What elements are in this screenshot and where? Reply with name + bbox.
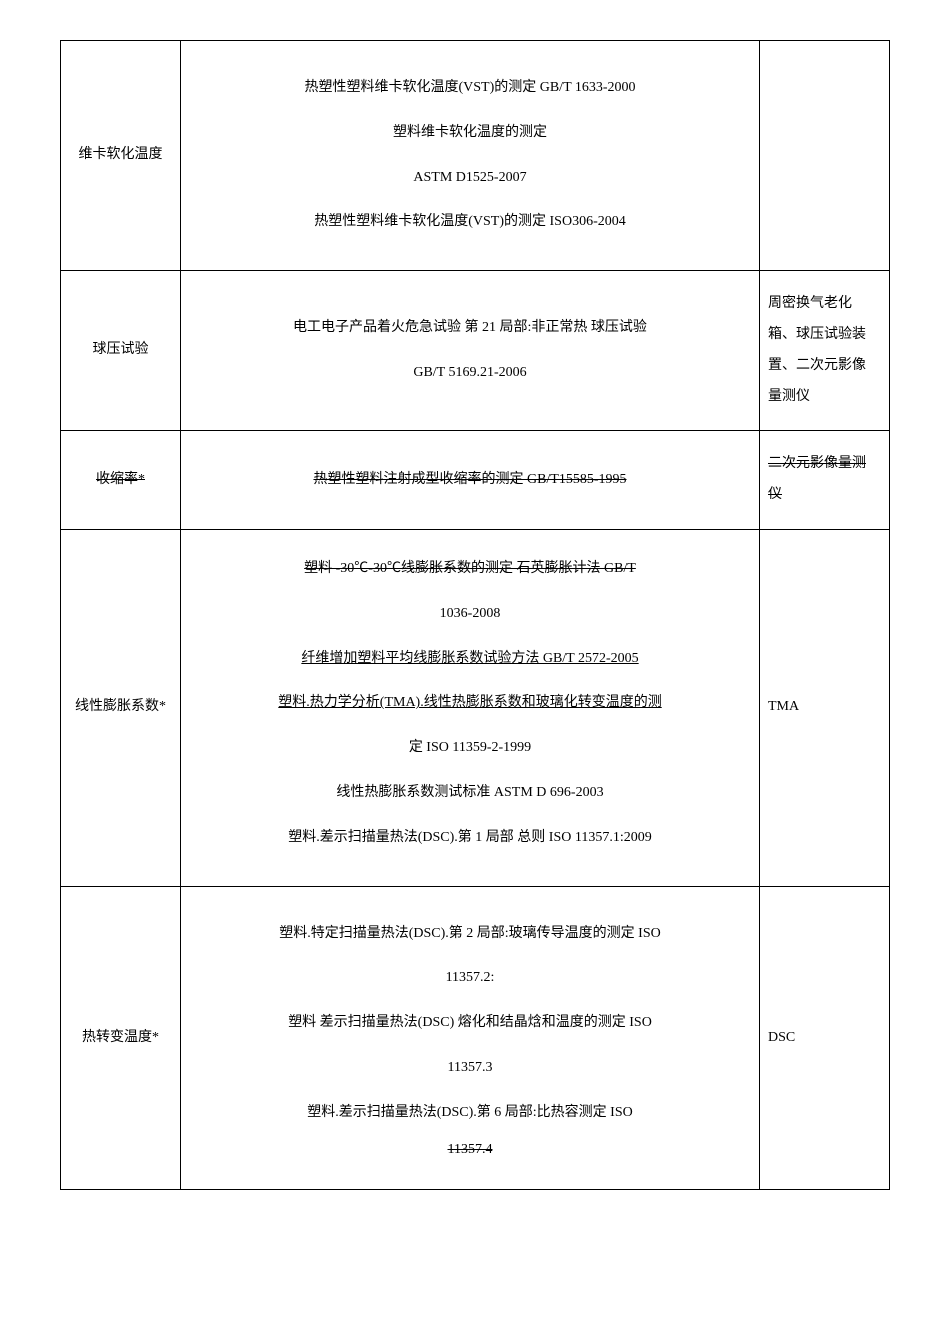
row-equipment-text: TMA	[768, 699, 799, 714]
table-row: 收缩率* 热塑性塑料注射成型收缩率的测定 GB/T15585-1995 二次元影像量…	[61, 431, 890, 530]
standard-line: 线性热膨胀系数测试标准 ASTM D 696-2003	[193, 778, 747, 809]
row-equipment: 二次元影像量测仪	[760, 431, 890, 530]
standard-line: 纤维增加塑料平均线膨胀系数试验方法 GB/T 2572-2005	[193, 644, 747, 675]
row-standards: 塑料 -30℃-30℃线膨胀系数的测定 石英膨胀计法 GB/T 1036-2008…	[181, 529, 760, 886]
standard-line: 11357.2:	[193, 963, 747, 994]
standard-line: 塑料 -30℃-30℃线膨胀系数的测定 石英膨胀计法 GB/T	[193, 554, 747, 585]
standard-line: 电工电子产品着火危急试验 第 21 局部:非正常热 球压试验	[193, 313, 747, 344]
standard-line: 塑料.差示扫描量热法(DSC).第 6 局部:比热容测定 ISO	[193, 1098, 747, 1129]
row-equipment: TMA	[760, 529, 890, 886]
row-equipment	[760, 41, 890, 271]
row-equipment: 周密换气老化箱、球压试验装置、二次元影像量测仪	[760, 271, 890, 431]
standard-line: ASTM D1525-2007	[193, 163, 747, 194]
standard-line: 1036-2008	[193, 599, 747, 630]
row-title-text: 热转变温度*	[82, 1030, 159, 1045]
row-title: 线性膨胀系数*	[61, 529, 181, 886]
table-row: 线性膨胀系数* 塑料 -30℃-30℃线膨胀系数的测定 石英膨胀计法 GB/T 10…	[61, 529, 890, 886]
row-title: 热转变温度*	[61, 886, 181, 1190]
standard-line: 塑料 差示扫描量热法(DSC) 熔化和结晶焓和温度的测定 ISO	[193, 1008, 747, 1039]
table-row: 维卡软化温度 热塑性塑料维卡软化温度(VST)的测定 GB/T 1633-2000…	[61, 41, 890, 271]
table-row: 球压试验 电工电子产品着火危急试验 第 21 局部:非正常热 球压试验 GB/T 5…	[61, 271, 890, 431]
standard-line: 热塑性塑料维卡软化温度(VST)的测定 ISO306-2004	[193, 207, 747, 238]
row-standards: 电工电子产品着火危急试验 第 21 局部:非正常热 球压试验 GB/T 5169.…	[181, 271, 760, 431]
row-standards: 热塑性塑料注射成型收缩率的测定 GB/T15585-1995	[181, 431, 760, 530]
standard-line: 塑料维卡软化温度的测定	[193, 118, 747, 149]
row-title-text: 线性膨胀系数*	[75, 699, 166, 714]
row-title: 收缩率*	[61, 431, 181, 530]
row-equipment-text: 二次元影像量测仪	[768, 456, 866, 502]
row-equipment-text: 周密换气老化箱、球压试验装置、二次元影像量测仪	[768, 296, 866, 403]
standards-table: 维卡软化温度 热塑性塑料维卡软化温度(VST)的测定 GB/T 1633-2000…	[60, 40, 890, 1190]
row-title: 维卡软化温度	[61, 41, 181, 271]
standard-line: 11357.4	[193, 1135, 747, 1166]
table-row: 热转变温度* 塑料.特定扫描量热法(DSC).第 2 局部:玻璃传导温度的测定 I…	[61, 886, 890, 1190]
standard-line: 热塑性塑料注射成型收缩率的测定 GB/T15585-1995	[193, 465, 747, 496]
standard-line: 11357.3	[193, 1053, 747, 1084]
standard-line: 塑料.差示扫描量热法(DSC).第 1 局部 总则 ISO 11357.1:20…	[193, 823, 747, 854]
row-title-text: 维卡软化温度	[79, 147, 163, 162]
standard-line: 塑料.热力学分析(TMA).线性热膨胀系数和玻璃化转变温度的测	[193, 688, 747, 719]
standard-line: GB/T 5169.21-2006	[193, 358, 747, 389]
row-standards: 热塑性塑料维卡软化温度(VST)的测定 GB/T 1633-2000 塑料维卡软化…	[181, 41, 760, 271]
row-title-text: 收缩率*	[96, 472, 145, 487]
row-standards: 塑料.特定扫描量热法(DSC).第 2 局部:玻璃传导温度的测定 ISO 1135…	[181, 886, 760, 1190]
standard-line: 定 ISO 11359-2-1999	[193, 733, 747, 764]
row-equipment: DSC	[760, 886, 890, 1190]
row-title-text: 球压试验	[93, 342, 149, 357]
standard-line: 热塑性塑料维卡软化温度(VST)的测定 GB/T 1633-2000	[193, 73, 747, 104]
standard-line: 塑料.特定扫描量热法(DSC).第 2 局部:玻璃传导温度的测定 ISO	[193, 919, 747, 950]
row-equipment-text: DSC	[768, 1030, 795, 1045]
row-title: 球压试验	[61, 271, 181, 431]
